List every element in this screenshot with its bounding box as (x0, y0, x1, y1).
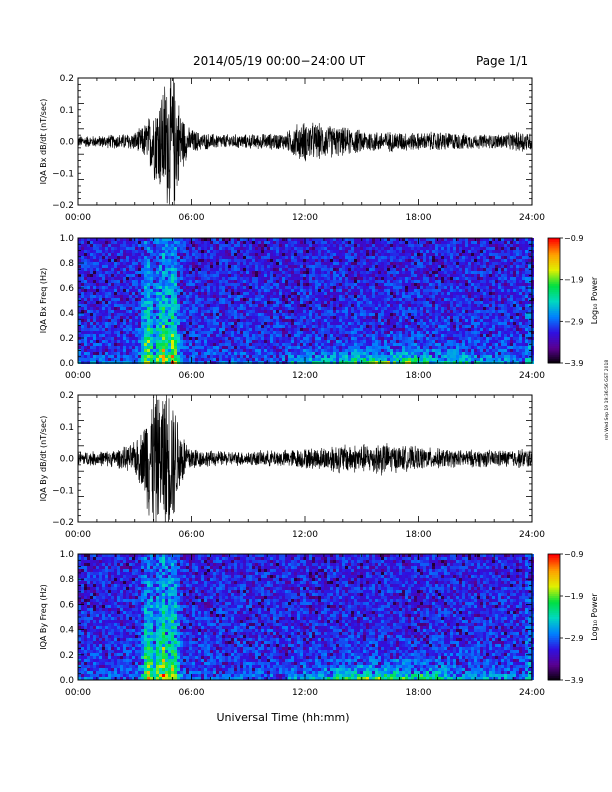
y-tick-label: 0.6 (60, 284, 75, 294)
x-tick-label: 06:00 (179, 688, 205, 698)
colorbar-tick-label: −3.9 (564, 676, 583, 685)
colorbar-tick-label: −3.9 (564, 359, 583, 368)
x-tick-label: 18:00 (406, 530, 432, 540)
x-tick-label: 00:00 (65, 688, 91, 698)
y-tick-label: 0.6 (60, 600, 75, 610)
y-tick-label: −0.1 (52, 169, 74, 179)
colorbar-tick-label: −2.9 (564, 634, 583, 643)
y-tick-label: 0.2 (60, 391, 74, 401)
y-tick-label: 0.4 (60, 626, 75, 636)
colorbar-tick-label: −1.9 (564, 276, 583, 285)
panel-1-axes (77, 77, 533, 206)
x-tick-label: 00:00 (65, 371, 91, 381)
spectrogram (78, 238, 534, 364)
colorbar-label: Log₁₀ Power (590, 276, 599, 324)
y-tick-label: 0.2 (60, 334, 74, 344)
colorbar-tick-label: −1.9 (564, 592, 583, 601)
colorbar-tick-label: −0.9 (564, 234, 583, 243)
panel-3-axes (77, 394, 533, 523)
y-tick-label: −0.2 (52, 201, 74, 211)
y-tick-label: 0.0 (60, 138, 75, 148)
timestamp-stamp: rsh Wed Sep 19 19:36:56 GST 2018 (604, 360, 610, 441)
x-tick-label: 06:00 (179, 213, 205, 223)
y-axis-label: IQA Bx dB/dt (nT/sec) (39, 99, 48, 185)
colorbar-2 (547, 553, 563, 681)
page-number: Page 1/1 (476, 54, 529, 68)
y-tick-label: 0.2 (60, 74, 74, 84)
x-tick-label: 06:00 (179, 371, 205, 381)
y-axis-label: IQA By dB/dt (nT/sec) (39, 416, 48, 502)
colorbar-label: Log₁₀ Power (590, 593, 599, 641)
y-tick-label: 0.8 (60, 575, 75, 585)
x-axis-label: Universal Time (hh:mm) (217, 711, 350, 724)
x-tick-label: 12:00 (292, 371, 318, 381)
x-tick-label: 24:00 (519, 371, 545, 381)
x-tick-label: 24:00 (519, 688, 545, 698)
y-tick-label: 0.0 (60, 359, 75, 369)
panel-4-axes (77, 553, 533, 681)
spectrogram (78, 554, 534, 680)
x-tick-label: 12:00 (292, 530, 318, 540)
x-tick-label: 18:00 (406, 371, 432, 381)
y-tick-label: 0.4 (60, 309, 75, 319)
x-tick-label: 12:00 (292, 213, 318, 223)
y-tick-label: 0.1 (60, 423, 74, 433)
y-tick-label: −0.2 (52, 518, 74, 528)
colorbar-tick-label: −2.9 (564, 317, 583, 326)
x-tick-label: 12:00 (292, 688, 318, 698)
y-tick-label: 1.0 (60, 550, 75, 560)
y-tick-label: 0.0 (60, 455, 75, 465)
page-title: 2014/05/19 00:00−24:00 UT (193, 54, 366, 68)
x-tick-label: 24:00 (519, 213, 545, 223)
x-tick-label: 18:00 (406, 213, 432, 223)
x-tick-label: 00:00 (65, 213, 91, 223)
x-tick-label: 24:00 (519, 530, 545, 540)
series-line (78, 78, 532, 205)
y-axis-label: IQA Bx Freq (Hz) (39, 268, 48, 334)
y-axis-label: IQA By Freq (Hz) (39, 584, 48, 650)
panel-2-axes (77, 237, 533, 364)
y-tick-label: 0.0 (60, 676, 75, 686)
y-tick-label: −0.1 (52, 486, 74, 496)
series-line (78, 395, 532, 522)
y-tick-label: 0.2 (60, 651, 74, 661)
y-tick-label: 1.0 (60, 234, 75, 244)
x-tick-label: 00:00 (65, 530, 91, 540)
x-tick-label: 18:00 (406, 688, 432, 698)
colorbar-1 (547, 237, 563, 364)
y-tick-label: 0.8 (60, 259, 75, 269)
x-tick-label: 06:00 (179, 530, 205, 540)
y-tick-label: 0.1 (60, 106, 74, 116)
colorbar-tick-label: −0.9 (564, 550, 583, 559)
